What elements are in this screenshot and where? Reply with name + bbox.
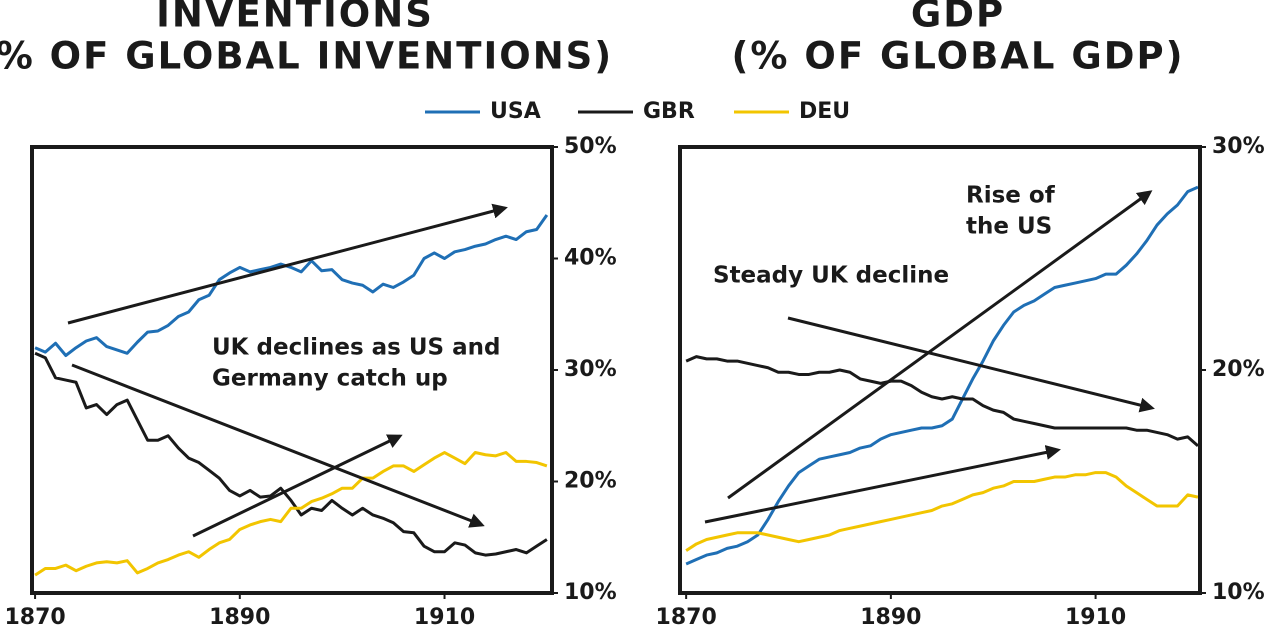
legend-label: DEU: [799, 99, 850, 124]
chart-title: INVENTIONS: [156, 0, 434, 36]
chart-title: GDP: [911, 0, 1005, 36]
series-line: [34, 351, 548, 557]
legend-label: GBR: [643, 99, 695, 124]
y-tick-label: 20%: [564, 469, 617, 494]
arrow: [704, 445, 1061, 524]
y-tick-label: 10%: [1212, 580, 1265, 605]
arrow: [67, 203, 508, 325]
y-tick-label: 20%: [1212, 357, 1265, 382]
annotation: Rise of: [966, 183, 1056, 209]
arrow: [71, 363, 485, 528]
series-line: [34, 214, 549, 358]
chart-subtitle: (% OF GLOBAL GDP): [732, 35, 1185, 78]
chart-subtitle: (% OF GLOBAL INVENTIONS): [0, 35, 613, 78]
legend-label: USA: [490, 99, 541, 124]
arrow: [787, 316, 1155, 413]
x-tick-label: 1870: [4, 605, 65, 630]
x-tick-label: 1890: [860, 605, 921, 630]
y-tick-label: 50%: [564, 134, 617, 159]
x-tick-label: 1870: [656, 605, 717, 630]
series-line: [685, 471, 1199, 552]
arrow: [727, 190, 1153, 500]
y-tick-label: 30%: [1212, 134, 1265, 159]
plot-frame: [30, 145, 554, 595]
annotation: Germany catch up: [212, 366, 448, 392]
x-tick-label: 1910: [1065, 605, 1126, 630]
series-line: [34, 451, 548, 577]
plot-frame: [678, 145, 1202, 595]
x-tick-label: 1890: [209, 605, 270, 630]
annotation: Steady UK decline: [713, 263, 949, 289]
annotation: UK declines as US and: [212, 335, 500, 361]
annotation: the US: [966, 214, 1052, 240]
y-tick-label: 40%: [564, 246, 617, 271]
series-line: [685, 355, 1199, 447]
y-tick-label: 10%: [564, 580, 617, 605]
x-tick-label: 1910: [414, 605, 475, 630]
y-tick-label: 30%: [564, 357, 617, 382]
arrow: [192, 434, 403, 538]
series-line: [685, 185, 1199, 566]
